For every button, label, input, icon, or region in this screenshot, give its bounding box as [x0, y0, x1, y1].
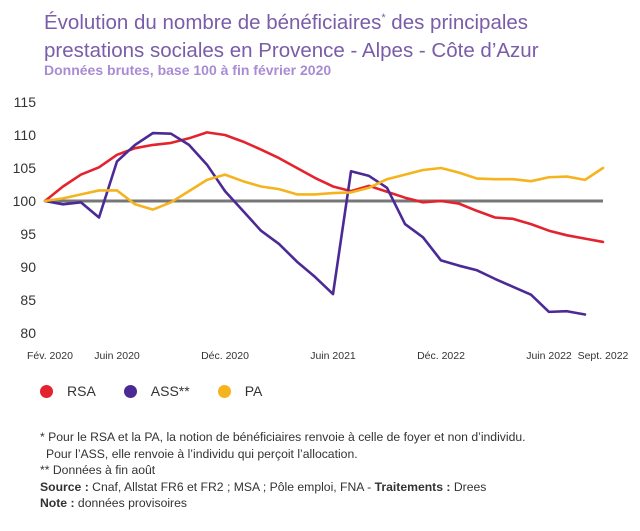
legend: RSA ASS** PA — [40, 383, 290, 399]
y-tick-label: 115 — [14, 94, 37, 110]
x-tick-label: Juin 2020 — [94, 350, 140, 362]
y-tick-label: 110 — [14, 127, 37, 143]
y-tick-label: 100 — [13, 193, 37, 209]
series-line-pa — [43, 166, 605, 211]
chart-title: Évolution du nombre de bénéficiaires* de… — [44, 11, 539, 62]
note-line: Note : données provisoires — [40, 496, 187, 510]
series-line-ass — [43, 131, 587, 316]
legend-label-rsa: RSA — [67, 383, 96, 399]
legend-swatch-ass — [123, 384, 137, 398]
footnotes: * Pour le RSA et la PA, la notion de bén… — [40, 429, 526, 512]
footnote-1: * Pour le RSA et la PA, la notion de bén… — [40, 430, 526, 444]
y-tick-label: 90 — [20, 259, 36, 275]
legend-swatch-rsa — [40, 384, 53, 398]
chart-subtitle: Données brutes, base 100 à fin février 2… — [44, 62, 332, 78]
legend-item-pa: PA — [217, 383, 263, 399]
x-tick-label: Déc. 2020 — [201, 350, 249, 362]
legend-item-rsa: RSA — [40, 383, 96, 399]
series-line-rsa — [43, 131, 605, 244]
legend-label-ass: ASS** — [150, 383, 190, 399]
line-chart: 80 85 90 95 100 105 110 115 Fév. 2020 Juin 2020 D… — [13, 94, 629, 362]
y-tick-label: 105 — [13, 160, 37, 176]
x-tick-label: Juin 2021 — [310, 350, 356, 362]
y-tick-label: 95 — [20, 226, 36, 242]
source-line: Source : Cnaf, Allstat FR6 et FR2 ; MSA … — [40, 479, 487, 494]
footnote-2: Pour l’ASS, elle renvoie à l’individu qu… — [46, 446, 358, 461]
x-tick-label: Déc. 2022 — [417, 350, 465, 362]
legend-item-ass: ASS** — [123, 383, 190, 399]
y-tick-label: 85 — [20, 292, 36, 308]
x-tick-label: Juin 2022 — [526, 350, 572, 362]
legend-label-pa: PA — [244, 383, 263, 399]
x-tick-label: Fév. 2020 — [27, 350, 73, 362]
footnote-3: ** Données à fin août — [40, 463, 156, 477]
legend-swatch-pa — [217, 384, 231, 398]
x-tick-label: Sept. 2022 — [578, 350, 629, 362]
y-tick-label: 80 — [20, 325, 36, 341]
